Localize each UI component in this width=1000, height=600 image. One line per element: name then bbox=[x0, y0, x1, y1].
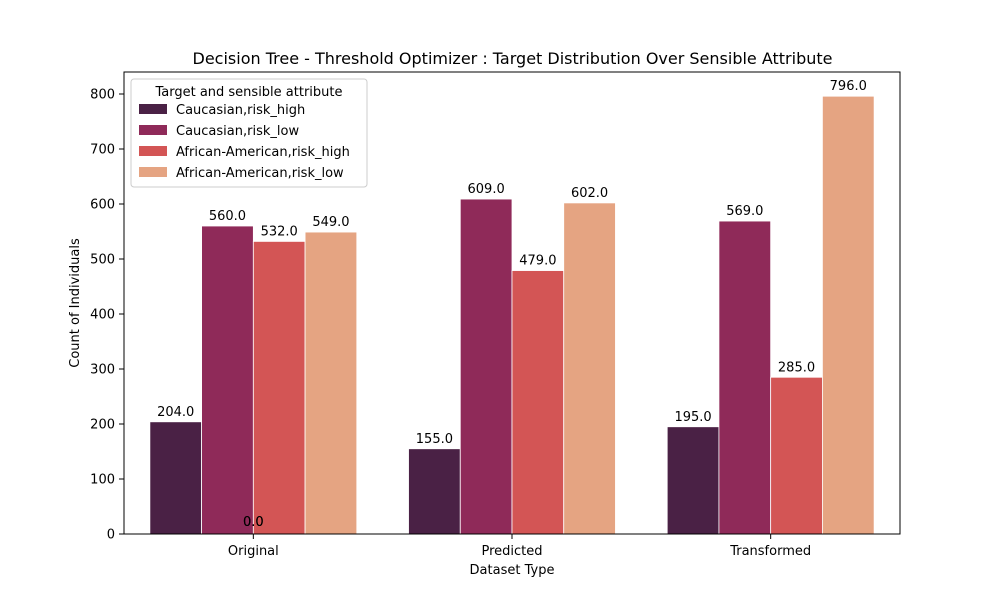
legend-box bbox=[130, 78, 368, 188]
bar bbox=[563, 202, 616, 535]
bar bbox=[770, 376, 823, 535]
legend-label: Caucasian,risk_low bbox=[176, 124, 299, 139]
legend-label: Caucasian,risk_high bbox=[176, 103, 305, 118]
legend-swatch bbox=[139, 146, 167, 156]
y-tick-label: 800 bbox=[90, 88, 115, 103]
data-label: 602.0 bbox=[571, 186, 608, 201]
bar bbox=[201, 225, 254, 535]
x-tick-label: Transformed bbox=[729, 544, 811, 559]
y-tick-label: 600 bbox=[90, 198, 115, 213]
y-tick-label: 0 bbox=[107, 528, 115, 543]
axes: 0 100 200 300 400 500 600 700 800 Original Predict… bbox=[90, 88, 811, 560]
bar bbox=[149, 421, 202, 535]
x-axis-label: Dataset Type bbox=[470, 563, 555, 578]
x-tick-label: Original bbox=[228, 544, 279, 559]
y-tick-label: 400 bbox=[90, 308, 115, 323]
y-tick-label: 700 bbox=[90, 143, 115, 158]
data-label: 479.0 bbox=[519, 254, 556, 269]
bar bbox=[252, 240, 306, 535]
bar bbox=[459, 198, 513, 535]
data-label: 796.0 bbox=[830, 79, 867, 94]
x-tick-label: Predicted bbox=[481, 544, 542, 559]
data-label: 155.0 bbox=[416, 432, 453, 447]
data-label: 549.0 bbox=[312, 215, 349, 230]
y-tick-label: 500 bbox=[90, 253, 115, 268]
y-tick-label: 100 bbox=[90, 473, 115, 488]
legend-title: Target and sensible attribute bbox=[154, 85, 342, 100]
y-tick-label: 300 bbox=[90, 363, 115, 378]
plot-area: 204.0 155.0 195.0 560.0 609.0 569.0 532.0 479.0… bbox=[149, 79, 875, 535]
y-axis-label: Count of Individuals bbox=[68, 238, 83, 368]
data-label: 560.0 bbox=[209, 209, 246, 224]
data-label: 204.0 bbox=[157, 405, 194, 420]
data-label: 609.0 bbox=[468, 182, 505, 197]
data-label: 569.0 bbox=[726, 204, 763, 219]
data-label: 0.0 bbox=[243, 515, 264, 530]
legend-swatch bbox=[139, 125, 167, 135]
bar bbox=[511, 270, 565, 535]
data-label: 0.0 bbox=[243, 515, 264, 530]
y-tick-label: 200 bbox=[90, 418, 115, 433]
legend-swatch bbox=[139, 104, 167, 114]
bar bbox=[304, 231, 358, 535]
legend-label: African-American,risk_low bbox=[176, 166, 344, 181]
bar bbox=[822, 95, 875, 535]
legend: Target and sensible attribute Caucasian,… bbox=[130, 78, 368, 188]
chart-title: Decision Tree - Threshold Optimizer : Ta… bbox=[193, 49, 833, 68]
bar bbox=[666, 426, 720, 535]
bar bbox=[408, 448, 461, 535]
data-label: 532.0 bbox=[261, 224, 298, 239]
data-label: 285.0 bbox=[778, 360, 815, 375]
data-label: 195.0 bbox=[674, 410, 711, 425]
legend-swatch bbox=[139, 167, 167, 177]
legend-label: African-American,risk_high bbox=[176, 145, 350, 160]
bar bbox=[718, 220, 772, 535]
